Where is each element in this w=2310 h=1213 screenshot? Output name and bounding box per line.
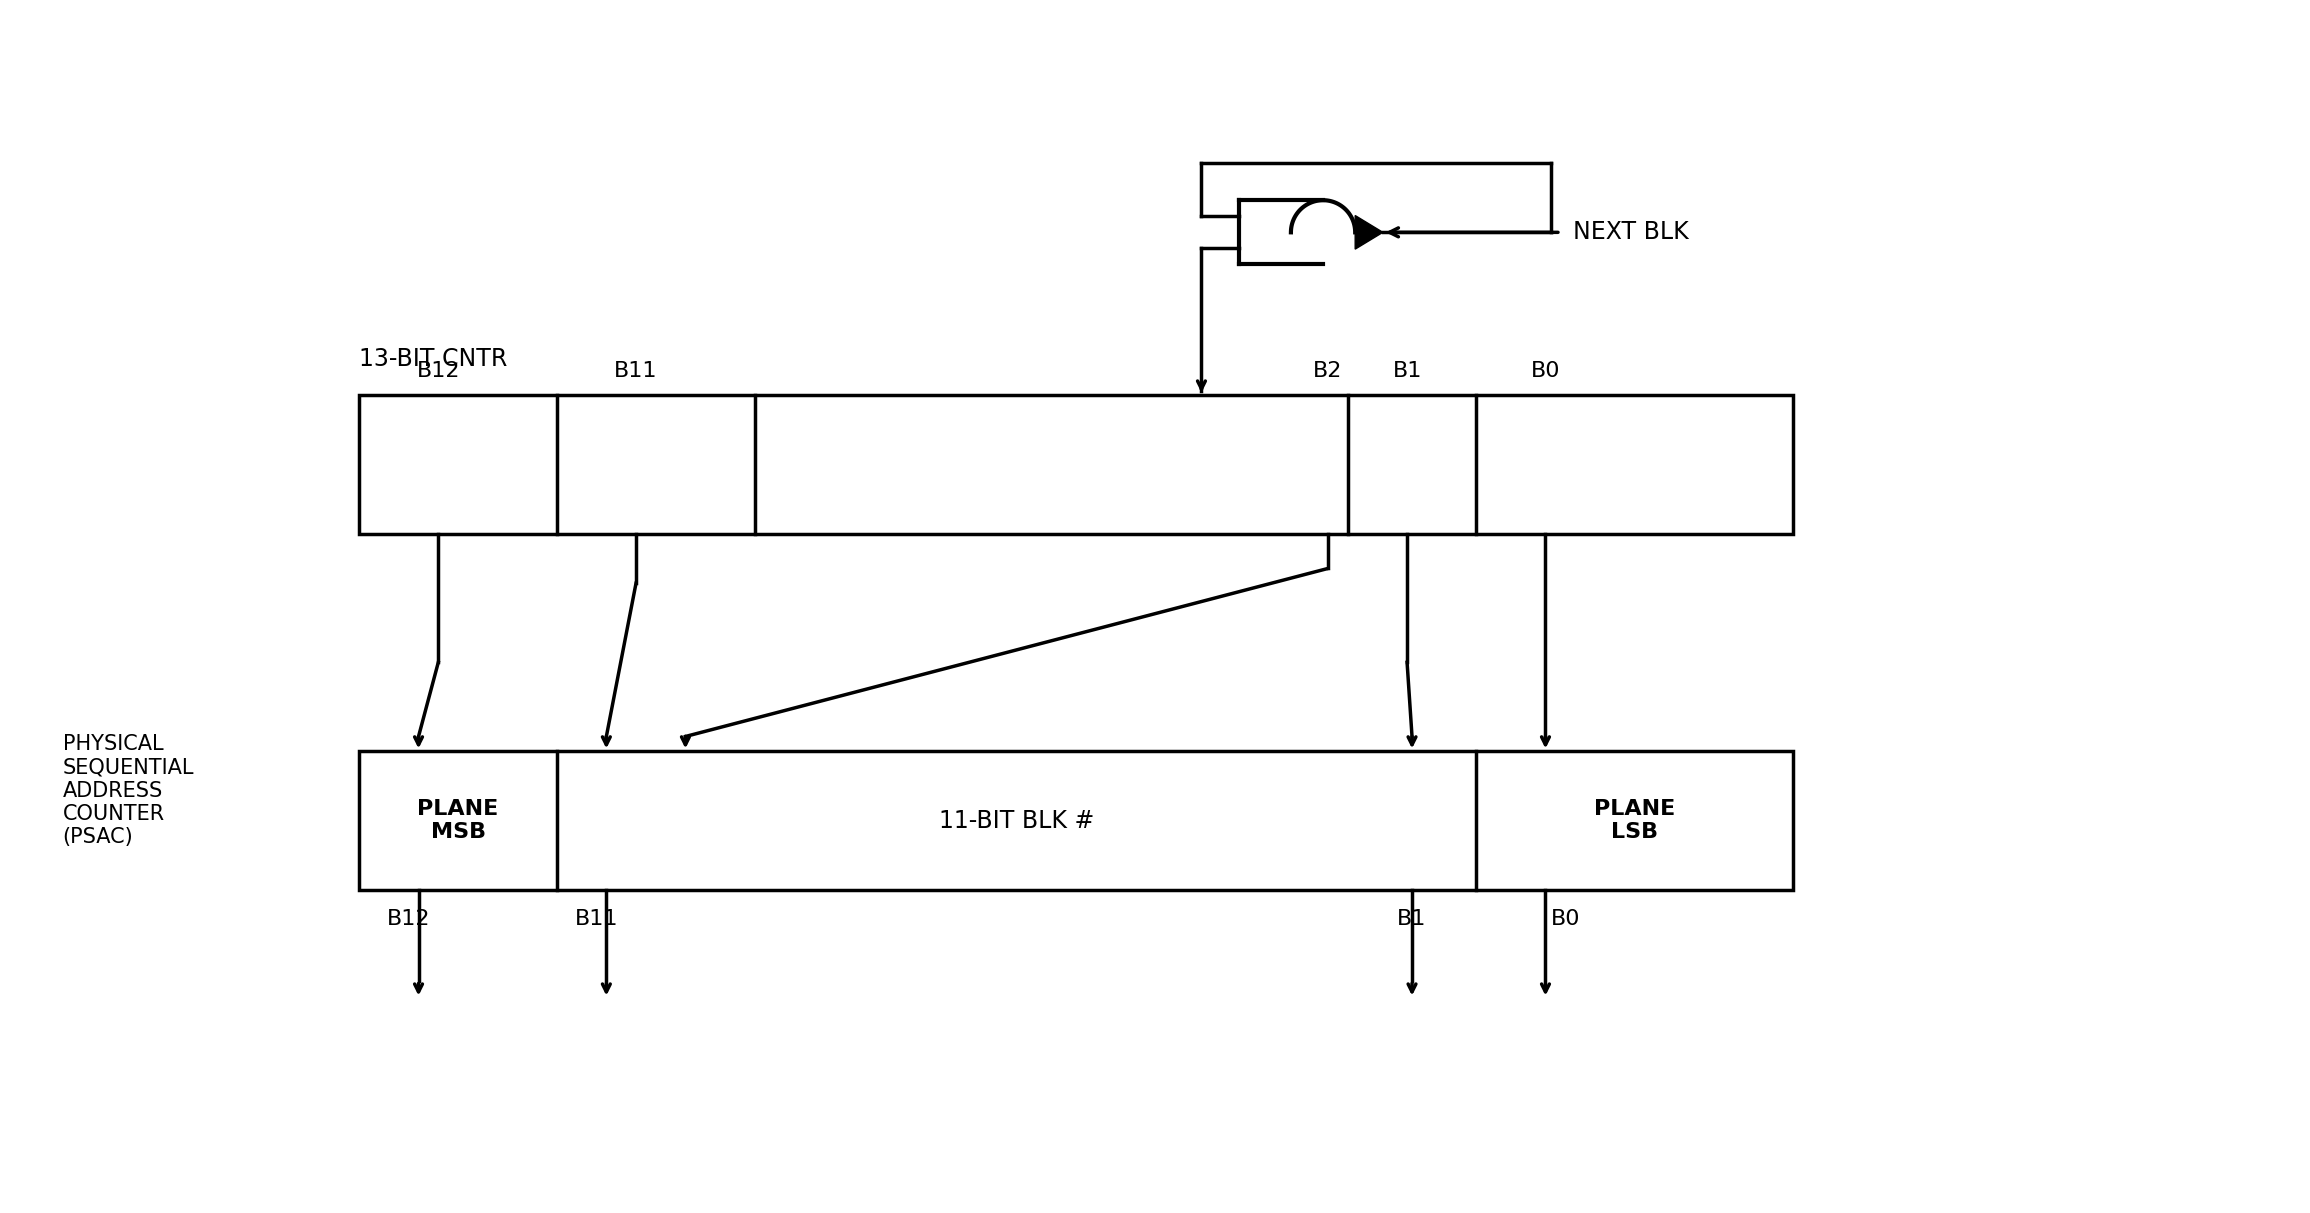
Text: B1: B1 [1398, 910, 1428, 929]
Text: PLANE
MSB: PLANE MSB [418, 799, 499, 842]
Bar [360, 751, 1793, 889]
Text: PHYSICAL
SEQUENTIAL
ADDRESS
COUNTER
(PSAC): PHYSICAL SEQUENTIAL ADDRESS COUNTER (PSA… [62, 734, 194, 847]
Text: B2: B2 [1314, 360, 1342, 381]
Text: B12: B12 [386, 910, 430, 929]
Text: B1: B1 [1393, 360, 1421, 381]
Text: B0: B0 [1550, 910, 1580, 929]
Polygon shape [1356, 216, 1384, 249]
Text: 13-BIT CNTR: 13-BIT CNTR [360, 347, 508, 371]
Text: B12: B12 [416, 360, 460, 381]
Text: 11-BIT BLK #: 11-BIT BLK # [938, 809, 1095, 832]
Text: PLANE
LSB: PLANE LSB [1594, 799, 1675, 842]
Text: B11: B11 [614, 360, 658, 381]
Text: B0: B0 [1532, 360, 1559, 381]
Text: B11: B11 [575, 910, 619, 929]
Bar [360, 395, 1793, 534]
Text: NEXT BLK: NEXT BLK [1573, 221, 1689, 244]
